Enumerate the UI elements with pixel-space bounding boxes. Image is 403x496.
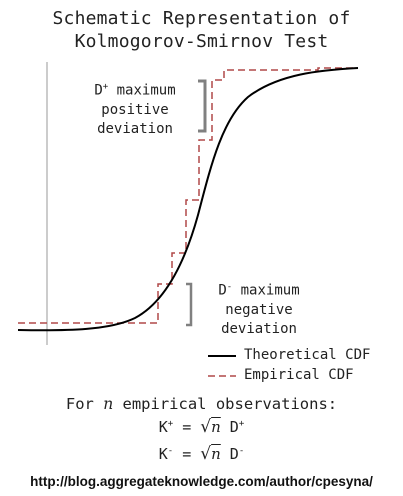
- d-plus-sup: +: [102, 82, 109, 92]
- k-minus-sqrt: √: [200, 444, 212, 464]
- empirical-cdf-line: [18, 67, 358, 324]
- k-minus-k-sup: -: [167, 446, 174, 456]
- d-minus-symbol: D: [218, 282, 227, 299]
- d-plus-annotation: D+ maximum positive deviation: [70, 78, 200, 139]
- formula-intro-var: n: [103, 395, 114, 413]
- title-line-2: Kolmogorov-Smirnov Test: [74, 31, 329, 52]
- k-minus-k: K: [158, 445, 168, 463]
- d-minus-line2: negative: [225, 301, 293, 318]
- formula-intro-prefix: For: [65, 395, 104, 413]
- k-minus-eq: =: [173, 445, 201, 463]
- d-minus-bracket: [186, 282, 193, 327]
- d-minus-line3: deviation: [221, 320, 297, 337]
- k-plus-k-sup: +: [167, 419, 174, 429]
- d-plus-symbol: D: [94, 82, 103, 99]
- k-plus-formula: K+ = √n D+: [0, 417, 403, 437]
- source-url: http://blog.aggregateknowledge.com/autho…: [30, 474, 373, 489]
- k-minus-n: n: [211, 445, 221, 463]
- k-minus-d: D: [220, 445, 239, 463]
- theoretical-cdf-curve: [17, 67, 359, 332]
- k-plus-d: D: [220, 418, 239, 436]
- title-line-1: Schematic Representation of: [52, 8, 351, 29]
- legend-theoretical-label: Theoretical CDF: [244, 347, 371, 363]
- d-minus-annotation: D- maximum negative deviation: [194, 278, 324, 339]
- d-plus-line3: deviation: [97, 120, 173, 137]
- d-plus-line2: positive: [101, 101, 169, 118]
- k-minus-formula: K- = √n D-: [0, 444, 403, 464]
- formula-intro: For n empirical observations:: [0, 395, 403, 413]
- d-plus-line1: maximum: [108, 82, 176, 99]
- d-plus-bracket: [198, 79, 207, 133]
- d-minus-sup: -: [226, 282, 233, 292]
- d-minus-line1: maximum: [232, 282, 300, 299]
- k-minus-d-sup: -: [238, 446, 245, 456]
- k-plus-n: n: [211, 418, 221, 436]
- formula-intro-suffix: empirical observations:: [113, 395, 338, 413]
- k-plus-sqrt: √: [200, 417, 212, 437]
- k-plus-eq: =: [173, 418, 201, 436]
- k-plus-d-sup: +: [238, 419, 245, 429]
- legend-empirical-label: Empirical CDF: [244, 367, 354, 383]
- k-plus-k: K: [158, 418, 168, 436]
